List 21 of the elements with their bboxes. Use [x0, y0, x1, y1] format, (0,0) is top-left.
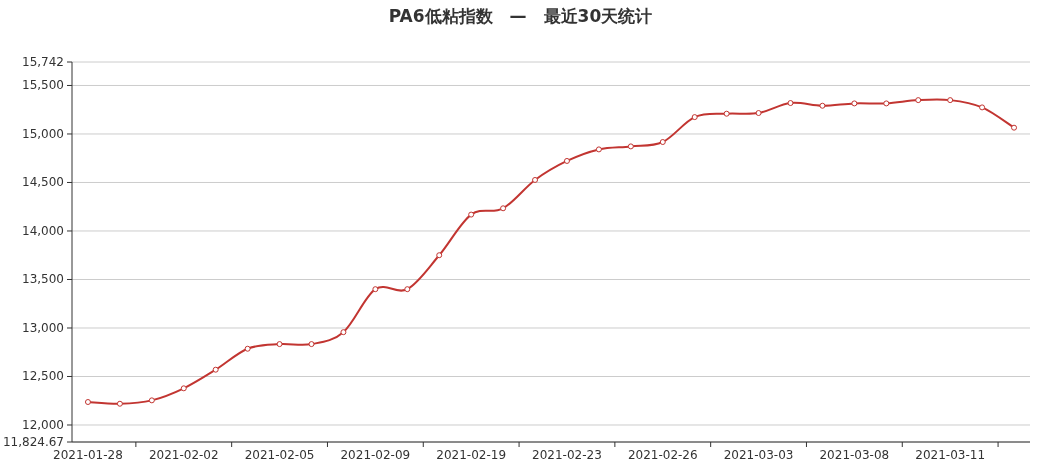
x-tick-label: 2021-02-05 [244, 448, 315, 462]
x-tick-label: 2021-03-11 [915, 448, 986, 462]
x-tick-label: 2021-02-19 [436, 448, 507, 462]
y-tick-label: 14,500 [22, 175, 64, 190]
x-tick-label: 2021-02-09 [340, 448, 411, 462]
x-tick-label: 2021-01-28 [53, 448, 123, 462]
x-tick-label: 2021-02-02 [148, 448, 219, 462]
x-tick-label: 2021-03-03 [723, 448, 794, 462]
y-tick-label: 12,000 [22, 417, 64, 432]
y-tick-label: 15,742 [22, 55, 64, 69]
y-tick-label: 13,500 [22, 272, 64, 287]
y-tick-label: 14,000 [22, 223, 64, 238]
y-tick-label: 15,500 [22, 78, 64, 93]
y-tick-label: 13,000 [22, 320, 64, 335]
x-tick-label: 2021-03-08 [819, 448, 890, 462]
y-tick-label: 15,000 [22, 126, 64, 141]
x-tick-label: 2021-02-23 [532, 448, 602, 462]
x-tick-label: 2021-02-26 [627, 448, 698, 462]
y-tick-label: 11,824.67 [2, 435, 64, 449]
y-tick-label: 12,500 [22, 369, 64, 384]
chart-title: PA6低粘指数 — 最近30天统计 [388, 6, 653, 26]
